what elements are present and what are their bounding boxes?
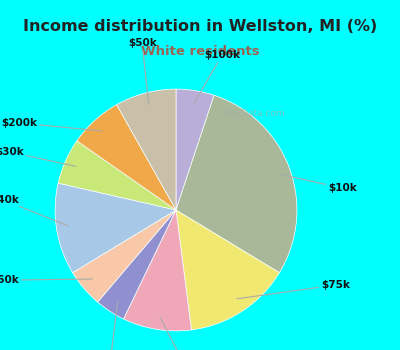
Wedge shape	[77, 105, 176, 210]
Text: $75k: $75k	[237, 280, 350, 299]
Text: Income distribution in Wellston, MI (%): Income distribution in Wellston, MI (%)	[23, 19, 377, 34]
Wedge shape	[176, 210, 279, 330]
Text: $50k: $50k	[128, 38, 156, 104]
Text: $125k: $125k	[92, 302, 128, 350]
Text: $200k: $200k	[1, 118, 102, 131]
Wedge shape	[55, 183, 176, 273]
Wedge shape	[176, 89, 214, 210]
Text: $100k: $100k	[194, 50, 240, 103]
Text: City-Data.com: City-Data.com	[221, 109, 286, 118]
Wedge shape	[176, 95, 297, 273]
Text: $10k: $10k	[278, 174, 357, 193]
Text: $30k: $30k	[0, 147, 76, 166]
Wedge shape	[58, 141, 176, 210]
Text: $20k: $20k	[160, 317, 205, 350]
Wedge shape	[73, 210, 176, 302]
Wedge shape	[98, 210, 176, 319]
Wedge shape	[117, 89, 176, 210]
Text: $40k: $40k	[0, 195, 68, 226]
Text: $60k: $60k	[0, 275, 92, 285]
Text: White residents: White residents	[141, 45, 259, 58]
Wedge shape	[124, 210, 192, 331]
